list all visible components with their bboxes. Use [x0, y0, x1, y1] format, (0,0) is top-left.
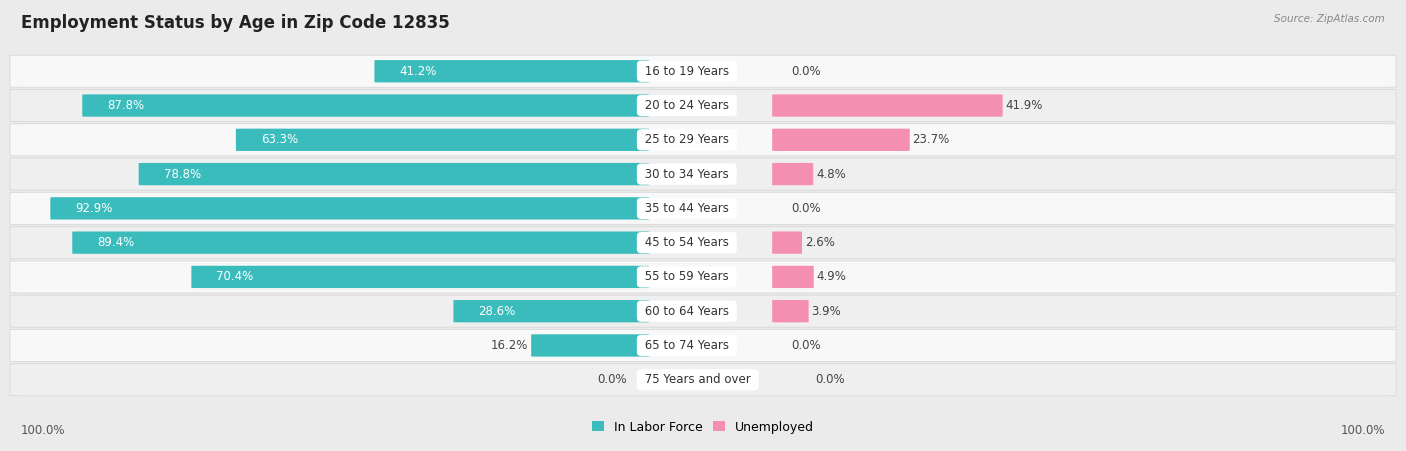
Text: 0.0%: 0.0% — [792, 339, 821, 352]
Text: 78.8%: 78.8% — [163, 168, 201, 180]
FancyBboxPatch shape — [10, 192, 1396, 225]
FancyBboxPatch shape — [531, 334, 650, 357]
FancyBboxPatch shape — [772, 163, 813, 185]
FancyBboxPatch shape — [72, 231, 650, 254]
Text: 30 to 34 Years: 30 to 34 Years — [641, 168, 733, 180]
Text: 28.6%: 28.6% — [478, 305, 516, 318]
Text: 65 to 74 Years: 65 to 74 Years — [641, 339, 733, 352]
Text: 63.3%: 63.3% — [260, 133, 298, 146]
Text: 89.4%: 89.4% — [97, 236, 135, 249]
FancyBboxPatch shape — [772, 231, 801, 254]
Text: 92.9%: 92.9% — [75, 202, 112, 215]
FancyBboxPatch shape — [772, 300, 808, 322]
FancyBboxPatch shape — [191, 266, 650, 288]
FancyBboxPatch shape — [10, 226, 1396, 259]
Text: 0.0%: 0.0% — [792, 202, 821, 215]
FancyBboxPatch shape — [772, 266, 814, 288]
Text: 87.8%: 87.8% — [107, 99, 145, 112]
Text: Source: ZipAtlas.com: Source: ZipAtlas.com — [1274, 14, 1385, 23]
Text: 0.0%: 0.0% — [598, 373, 627, 386]
FancyBboxPatch shape — [139, 163, 650, 185]
Text: 35 to 44 Years: 35 to 44 Years — [641, 202, 733, 215]
Text: Employment Status by Age in Zip Code 12835: Employment Status by Age in Zip Code 128… — [21, 14, 450, 32]
Text: 100.0%: 100.0% — [1340, 424, 1385, 437]
FancyBboxPatch shape — [10, 55, 1396, 87]
FancyBboxPatch shape — [10, 158, 1396, 190]
Legend: In Labor Force, Unemployed: In Labor Force, Unemployed — [586, 416, 820, 439]
FancyBboxPatch shape — [236, 129, 650, 151]
Text: 16.2%: 16.2% — [491, 339, 529, 352]
FancyBboxPatch shape — [772, 94, 1002, 117]
Text: 41.9%: 41.9% — [1005, 99, 1043, 112]
Text: 3.9%: 3.9% — [811, 305, 841, 318]
FancyBboxPatch shape — [374, 60, 650, 83]
Text: 4.9%: 4.9% — [817, 271, 846, 283]
FancyBboxPatch shape — [10, 89, 1396, 122]
Text: 100.0%: 100.0% — [21, 424, 66, 437]
Text: 4.8%: 4.8% — [815, 168, 846, 180]
Text: 0.0%: 0.0% — [815, 373, 845, 386]
Text: 20 to 24 Years: 20 to 24 Years — [641, 99, 733, 112]
FancyBboxPatch shape — [453, 300, 650, 322]
Text: 60 to 64 Years: 60 to 64 Years — [641, 305, 733, 318]
Text: 41.2%: 41.2% — [399, 65, 437, 78]
FancyBboxPatch shape — [772, 129, 910, 151]
FancyBboxPatch shape — [10, 329, 1396, 362]
Text: 45 to 54 Years: 45 to 54 Years — [641, 236, 733, 249]
FancyBboxPatch shape — [10, 261, 1396, 293]
Text: 0.0%: 0.0% — [792, 65, 821, 78]
Text: 23.7%: 23.7% — [912, 133, 949, 146]
Text: 16 to 19 Years: 16 to 19 Years — [641, 65, 733, 78]
FancyBboxPatch shape — [83, 94, 650, 117]
Text: 25 to 29 Years: 25 to 29 Years — [641, 133, 733, 146]
Text: 75 Years and over: 75 Years and over — [641, 373, 755, 386]
FancyBboxPatch shape — [10, 364, 1396, 396]
FancyBboxPatch shape — [10, 124, 1396, 156]
Text: 70.4%: 70.4% — [217, 271, 253, 283]
Text: 55 to 59 Years: 55 to 59 Years — [641, 271, 733, 283]
Text: 2.6%: 2.6% — [804, 236, 835, 249]
FancyBboxPatch shape — [10, 295, 1396, 327]
FancyBboxPatch shape — [51, 197, 650, 220]
